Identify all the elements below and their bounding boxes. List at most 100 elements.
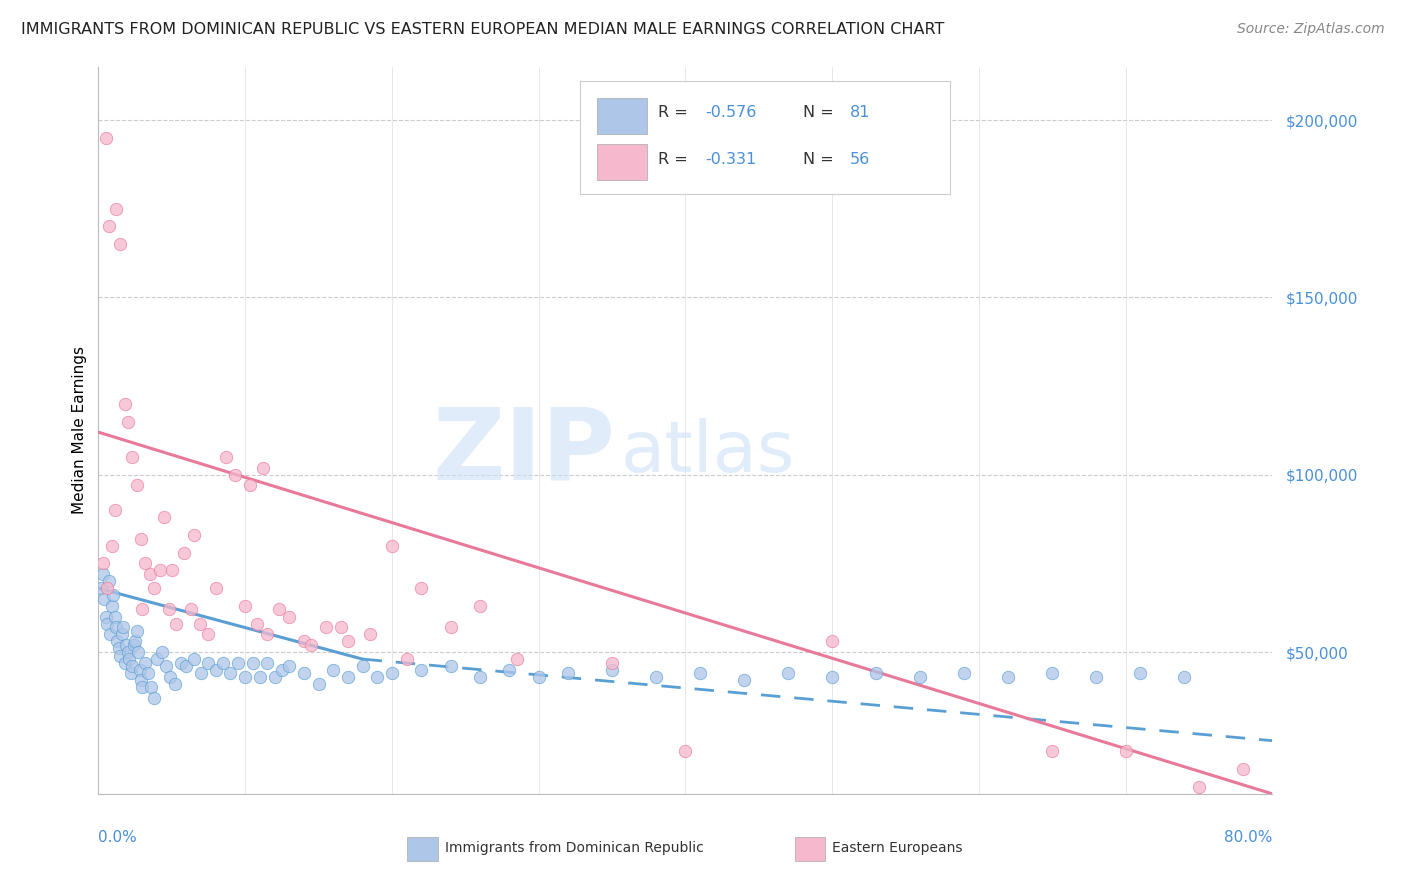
Point — [249, 670, 271, 684]
Point — [865, 666, 887, 681]
FancyBboxPatch shape — [598, 98, 647, 134]
Point — [197, 656, 219, 670]
Point — [645, 670, 668, 684]
Text: N =: N = — [803, 152, 839, 167]
Point — [94, 609, 117, 624]
Point — [910, 670, 932, 684]
Point — [129, 532, 152, 546]
Point — [94, 131, 117, 145]
Point — [270, 663, 292, 677]
Point — [141, 681, 163, 695]
Point — [997, 670, 1019, 684]
Point — [440, 620, 463, 634]
Point — [246, 616, 269, 631]
Point — [733, 673, 755, 688]
Point — [821, 634, 844, 648]
Text: Source: ZipAtlas.com: Source: ZipAtlas.com — [1237, 22, 1385, 37]
Point — [953, 666, 976, 681]
FancyBboxPatch shape — [598, 144, 647, 179]
Point — [292, 666, 315, 681]
Point — [233, 599, 256, 613]
Point — [242, 656, 264, 670]
Point — [299, 638, 322, 652]
Point — [103, 609, 125, 624]
Point — [110, 237, 132, 252]
Point — [111, 627, 134, 641]
Point — [366, 670, 388, 684]
Point — [675, 744, 697, 758]
Point — [183, 652, 205, 666]
Point — [120, 666, 142, 681]
Point — [125, 624, 148, 638]
Point — [239, 478, 262, 492]
Point — [117, 415, 139, 429]
Point — [128, 663, 150, 677]
Point — [1173, 670, 1195, 684]
Point — [134, 557, 156, 571]
Point — [103, 503, 125, 517]
Point — [336, 634, 359, 648]
Point — [139, 567, 162, 582]
Point — [90, 581, 112, 595]
Text: atlas: atlas — [621, 417, 796, 487]
Text: 56: 56 — [849, 152, 870, 167]
Point — [329, 620, 352, 634]
Y-axis label: Median Male Earnings: Median Male Earnings — [72, 346, 87, 515]
Point — [97, 219, 120, 234]
Point — [149, 564, 172, 578]
Point — [176, 659, 198, 673]
Point — [129, 673, 152, 688]
Point — [600, 656, 623, 670]
Point — [91, 557, 114, 571]
Point — [219, 666, 242, 681]
Point — [352, 659, 374, 673]
Point — [93, 591, 115, 606]
Point — [127, 645, 149, 659]
Point — [105, 620, 128, 634]
Point — [150, 645, 173, 659]
Point — [267, 602, 290, 616]
Point — [292, 634, 315, 648]
Text: -0.331: -0.331 — [706, 152, 756, 167]
Text: R =: R = — [658, 152, 693, 167]
Point — [308, 677, 330, 691]
Point — [131, 602, 153, 616]
Point — [263, 670, 285, 684]
Point — [136, 666, 159, 681]
Point — [600, 663, 623, 677]
Point — [107, 634, 129, 648]
Point — [124, 634, 146, 648]
Point — [100, 539, 122, 553]
Point — [1040, 744, 1063, 758]
Point — [527, 670, 550, 684]
Point — [183, 528, 205, 542]
Text: ZIP: ZIP — [432, 404, 614, 500]
Point — [322, 663, 344, 677]
Point — [97, 574, 120, 588]
Point — [112, 620, 135, 634]
FancyBboxPatch shape — [794, 838, 825, 861]
Text: 81: 81 — [849, 105, 870, 120]
Point — [233, 670, 256, 684]
Point — [153, 510, 176, 524]
Point — [134, 656, 156, 670]
Point — [110, 648, 132, 663]
Point — [411, 663, 433, 677]
Point — [440, 659, 463, 673]
Point — [498, 663, 520, 677]
Point — [1129, 666, 1152, 681]
Point — [256, 656, 278, 670]
Point — [131, 681, 153, 695]
Point — [395, 652, 418, 666]
Point — [169, 656, 191, 670]
Point — [1232, 762, 1254, 776]
Point — [118, 652, 141, 666]
Point — [778, 666, 800, 681]
Point — [157, 602, 180, 616]
Point — [105, 202, 128, 216]
Point — [100, 599, 122, 613]
Point — [1115, 744, 1137, 758]
Point — [108, 641, 131, 656]
Text: N =: N = — [803, 105, 839, 120]
Point — [98, 627, 121, 641]
